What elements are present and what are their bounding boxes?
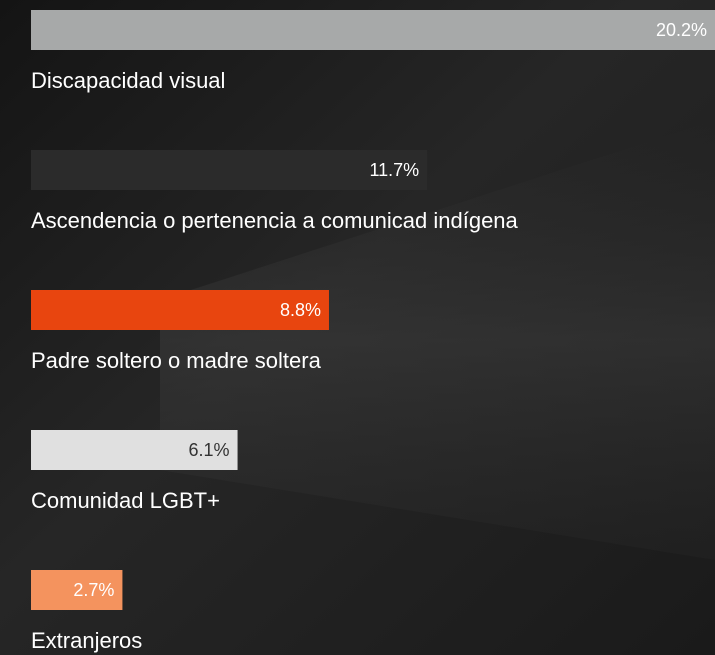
value-label: 8.8% <box>280 300 321 320</box>
value-label: 11.7% <box>369 160 419 180</box>
category-label: Ascendencia o pertenencia a comunicad in… <box>31 208 519 233</box>
background-building <box>160 120 715 560</box>
bar <box>31 430 238 470</box>
category-label: Extranjeros <box>31 628 142 653</box>
bar <box>31 150 428 190</box>
category-label: Comunidad LGBT+ <box>31 488 220 513</box>
category-label: Padre soltero o madre soltera <box>31 348 322 373</box>
value-label: 20.2% <box>656 20 707 40</box>
value-label: 2.7% <box>73 580 114 600</box>
value-label: 6.1% <box>189 440 230 460</box>
bar <box>31 570 123 610</box>
category-label: Discapacidad visual <box>31 68 225 93</box>
bar <box>31 10 715 50</box>
bar <box>31 290 329 330</box>
